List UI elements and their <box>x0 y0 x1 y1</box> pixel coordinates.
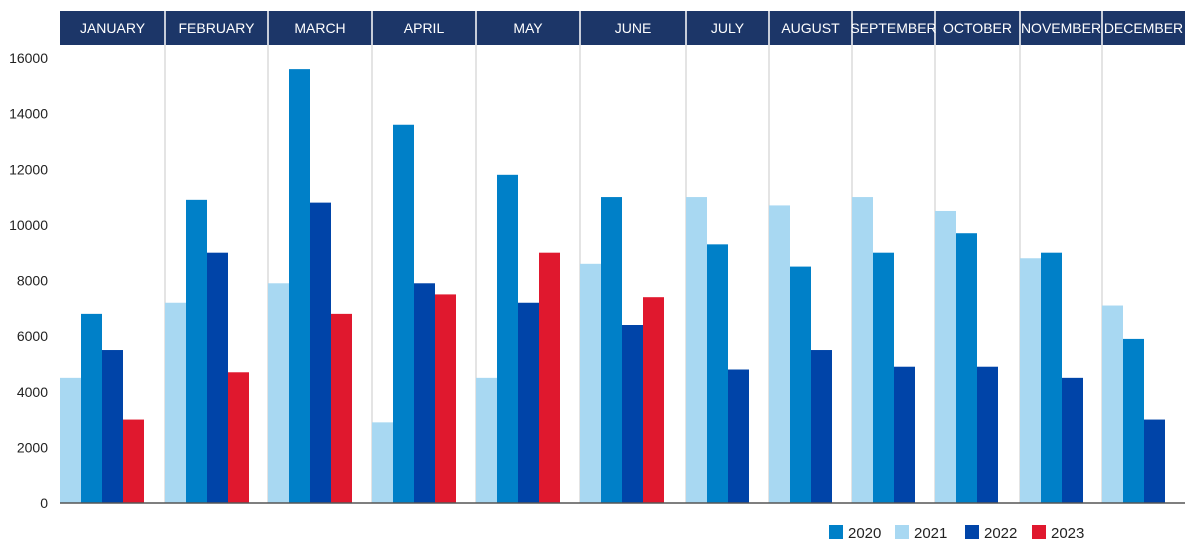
y-axis: 0 2000 4000 6000 8000 10000 12000 14000 16000 <box>9 50 48 511</box>
month-label-september: SEPTEMBER <box>850 20 936 36</box>
bar-april-2021 <box>372 422 393 503</box>
bar-march-2020 <box>289 69 310 503</box>
month-label-december: DECEMBER <box>1104 20 1183 36</box>
month-label-february: FEBRUARY <box>179 20 256 36</box>
legend-swatch-2022 <box>965 525 979 539</box>
bar-october-2022 <box>977 366 998 503</box>
bar-december-2022 <box>1144 419 1165 503</box>
y-tick-label: 12000 <box>9 161 48 177</box>
y-tick-label: 10000 <box>9 217 48 233</box>
month-label-october: OCTOBER <box>943 20 1012 36</box>
bar-april-2020 <box>393 124 414 503</box>
bar-december-2020 <box>1123 338 1144 503</box>
legend-swatch-2020 <box>829 525 843 539</box>
bar-november-2020 <box>1041 252 1062 503</box>
bar-april-2022 <box>414 283 435 503</box>
bar-december-2021 <box>1102 305 1123 503</box>
bar-march-2022 <box>310 202 331 503</box>
month-label-january: JANUARY <box>80 20 146 36</box>
header-band <box>60 11 1185 45</box>
month-header: JANUARY FEBRUARY MARCH APRIL MAY JUNE JULY AUGU… <box>60 11 1185 45</box>
bar-may-2022 <box>518 302 539 503</box>
legend-label-2021: 2021 <box>914 525 947 542</box>
month-label-june: JUNE <box>615 20 652 36</box>
bar-may-2020 <box>497 174 518 503</box>
bar-september-2020 <box>873 252 894 503</box>
y-tick-label: 16000 <box>9 50 48 66</box>
bar-july-2021 <box>686 197 707 503</box>
y-tick-label: 6000 <box>17 328 48 344</box>
bar-april-2023 <box>435 294 456 503</box>
y-tick-label: 4000 <box>17 384 48 400</box>
bar-may-2021 <box>476 377 497 503</box>
month-label-july: JULY <box>711 20 745 36</box>
bar-march-2021 <box>268 283 289 503</box>
bar-july-2020 <box>707 244 728 503</box>
bar-may-2023 <box>539 252 560 503</box>
bar-august-2022 <box>811 350 832 503</box>
y-tick-label: 2000 <box>17 439 48 455</box>
legend-swatch-2021 <box>895 525 909 539</box>
month-label-august: AUGUST <box>781 20 840 36</box>
bars <box>60 69 1165 503</box>
bar-september-2022 <box>894 366 915 503</box>
bar-october-2021 <box>935 210 956 503</box>
bar-june-2023 <box>643 297 664 503</box>
bar-february-2023 <box>228 372 249 503</box>
month-label-april: APRIL <box>404 20 445 36</box>
legend-label-2020: 2020 <box>848 525 881 542</box>
bar-september-2021 <box>852 197 873 503</box>
bar-june-2022 <box>622 325 643 503</box>
bar-june-2021 <box>580 263 601 503</box>
legend-swatch-2023 <box>1032 525 1046 539</box>
y-tick-label: 14000 <box>9 106 48 122</box>
bar-august-2021 <box>769 205 790 503</box>
bar-january-2020 <box>81 313 102 503</box>
month-label-march: MARCH <box>294 20 345 36</box>
bar-june-2020 <box>601 197 622 503</box>
legend-label-2022: 2022 <box>984 525 1017 542</box>
y-tick-label: 0 <box>40 495 48 511</box>
bar-july-2022 <box>728 369 749 503</box>
month-label-may: MAY <box>513 20 543 36</box>
bar-august-2020 <box>790 266 811 503</box>
bar-january-2021 <box>60 377 81 503</box>
bar-november-2022 <box>1062 377 1083 503</box>
bar-january-2022 <box>102 350 123 503</box>
legend-label-2023: 2023 <box>1051 525 1084 542</box>
bar-november-2021 <box>1020 258 1041 503</box>
legend: 2020 2021 2022 2023 <box>829 525 1084 542</box>
bar-february-2022 <box>207 252 228 503</box>
month-label-november: NOVEMBER <box>1021 20 1101 36</box>
bar-march-2023 <box>331 313 352 503</box>
bar-january-2023 <box>123 419 144 503</box>
y-tick-label: 8000 <box>17 273 48 289</box>
bar-february-2021 <box>165 302 186 503</box>
bar-october-2020 <box>956 233 977 503</box>
bar-february-2020 <box>186 199 207 503</box>
